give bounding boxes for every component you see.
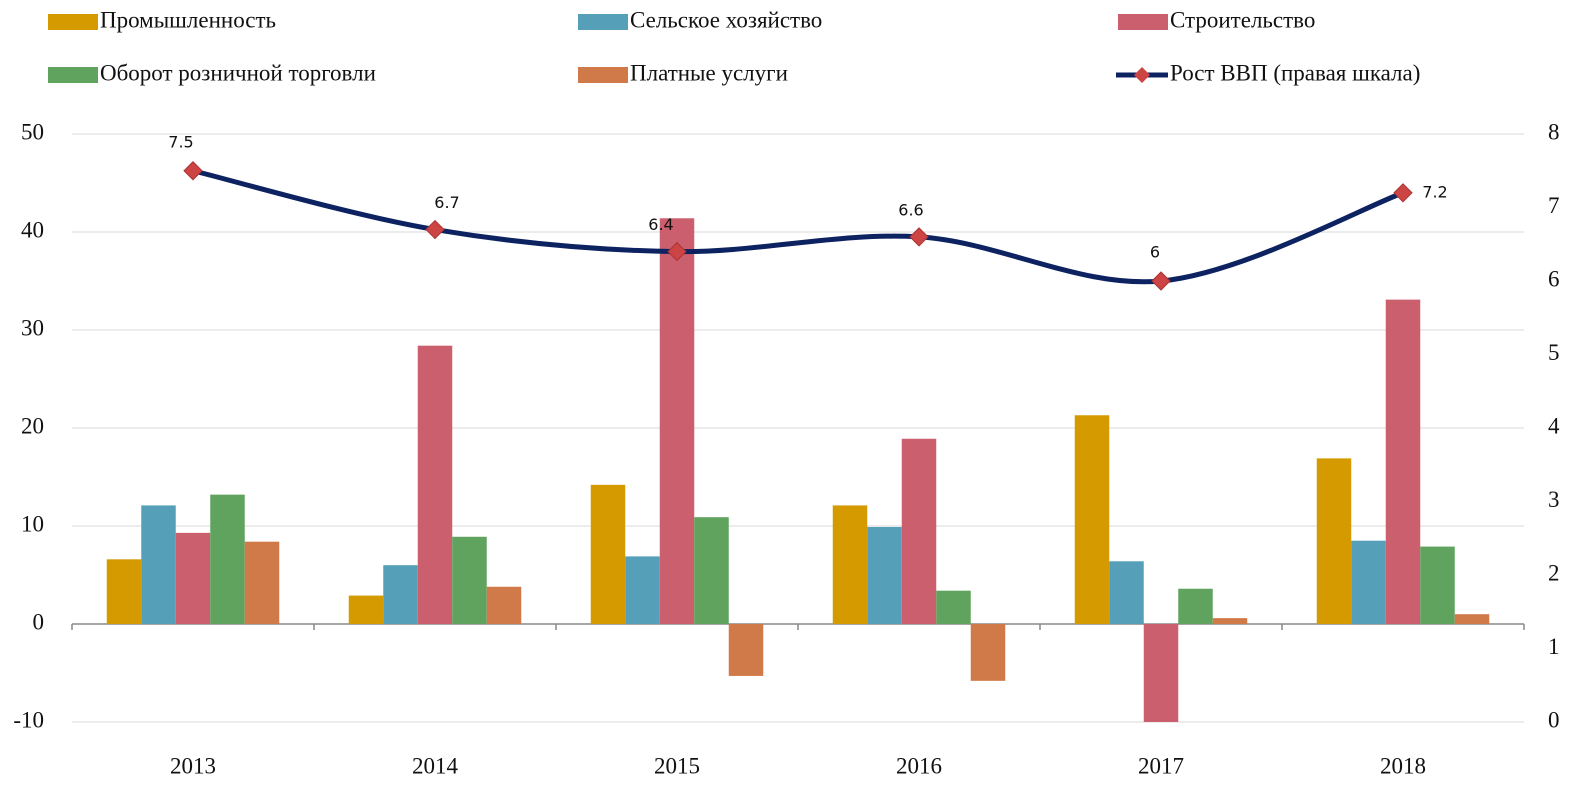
data-label: 7.2 — [1422, 182, 1447, 201]
y2-tick-label: 5 — [1548, 340, 1560, 365]
bar — [970, 624, 1006, 681]
legend-swatch — [48, 14, 98, 30]
bar — [625, 556, 660, 624]
y2-tick-label: 3 — [1548, 487, 1560, 512]
x-tick-label: 2014 — [412, 753, 459, 778]
marker — [1393, 183, 1413, 203]
legend-label: Строительство — [1170, 7, 1315, 32]
bar — [1212, 618, 1248, 624]
bar — [659, 218, 695, 624]
legend-swatch — [1118, 14, 1168, 30]
y2-tick-label: 2 — [1548, 560, 1560, 585]
y2-tick-label: 7 — [1548, 193, 1560, 218]
x-tick-label: 2017 — [1138, 753, 1184, 778]
bar — [936, 590, 971, 624]
bar — [486, 586, 522, 624]
legend-label: Сельское хозяйство — [630, 7, 822, 32]
y2-tick-label: 1 — [1548, 634, 1560, 659]
bar — [1385, 299, 1421, 624]
bar — [590, 484, 626, 624]
y2-tick-label: 6 — [1548, 266, 1560, 291]
legend-marker — [1134, 67, 1150, 83]
bar — [141, 505, 176, 624]
marker — [425, 219, 445, 240]
bar — [244, 541, 280, 624]
bar — [867, 526, 902, 624]
bar — [106, 559, 142, 624]
legend-swatch — [48, 67, 98, 83]
bar — [1454, 614, 1490, 624]
line — [192, 168, 1404, 285]
y-tick-label: -10 — [13, 707, 44, 732]
bar — [1420, 546, 1455, 624]
bar — [1109, 561, 1144, 624]
x-tick-label: 2013 — [170, 753, 216, 778]
y2-tick-label: 8 — [1548, 119, 1560, 144]
y-tick-label: 20 — [21, 413, 44, 438]
data-label: 6 — [1150, 243, 1160, 262]
y-tick-label: 50 — [21, 119, 44, 144]
legend-swatch — [578, 14, 628, 30]
marker — [183, 161, 203, 181]
y-tick-label: 30 — [21, 315, 44, 340]
bar — [348, 595, 384, 624]
marker — [909, 227, 929, 247]
x-tick-label: 2018 — [1380, 753, 1426, 778]
marker — [667, 241, 687, 262]
bar — [210, 494, 245, 624]
y2-tick-label: 0 — [1548, 707, 1560, 732]
legend-label: Рост ВВП (правая шкала) — [1170, 60, 1420, 85]
bar — [452, 536, 487, 624]
bar — [728, 624, 764, 676]
legend-label: Платные услуги — [630, 60, 788, 85]
bar — [383, 565, 418, 624]
legend-label: Оборот розничной торговли — [100, 60, 376, 85]
data-label: 6.4 — [648, 215, 673, 234]
y-tick-label: 40 — [21, 217, 44, 242]
bar — [1351, 540, 1386, 624]
bar — [694, 517, 729, 624]
y-tick-label: 10 — [21, 511, 44, 536]
bar — [175, 532, 211, 624]
bar — [1074, 415, 1110, 624]
bar — [417, 345, 453, 624]
y-tick-label: 0 — [33, 609, 45, 634]
bar — [1143, 624, 1179, 722]
x-tick-label: 2016 — [896, 753, 942, 778]
bar — [901, 438, 937, 624]
data-label: 6.7 — [434, 193, 459, 212]
x-tick-label: 2015 — [654, 753, 700, 778]
legend-swatch — [578, 67, 628, 83]
bar — [1178, 588, 1213, 624]
y2-tick-label: 4 — [1548, 413, 1560, 438]
legend-label: Промышленность — [100, 7, 276, 32]
data-label: 7.5 — [168, 132, 193, 151]
data-label: 6.6 — [898, 200, 923, 219]
bar — [1316, 458, 1352, 624]
marker — [1151, 271, 1171, 291]
bar — [832, 505, 868, 624]
